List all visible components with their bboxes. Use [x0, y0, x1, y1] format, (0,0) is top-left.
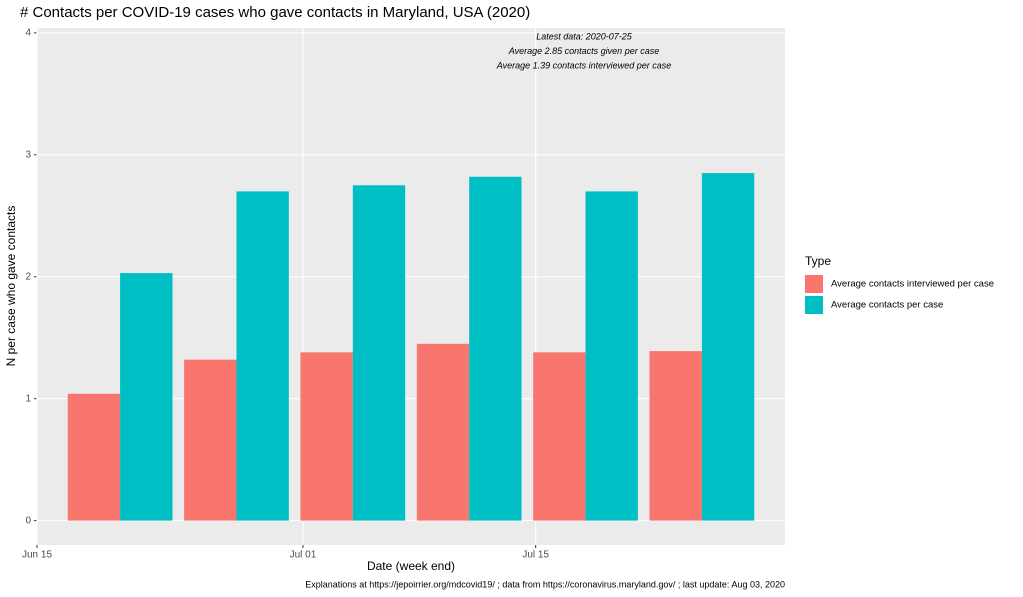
y-tick-label: 1: [25, 393, 31, 404]
y-tick-label: 0: [25, 515, 31, 526]
bar: [184, 359, 237, 521]
y-tick-label: 4: [25, 28, 31, 39]
bar: [120, 273, 173, 521]
bar: [533, 352, 586, 521]
y-axis-label: N per case who gave contacts: [4, 206, 18, 367]
x-tick-label: Jun 15: [22, 550, 52, 561]
y-tick-label: 2: [25, 271, 31, 282]
legend-key: [805, 296, 823, 314]
legend-key: [805, 275, 823, 293]
legend-label: Average contacts interviewed per case: [831, 279, 994, 290]
chart-title: # Contacts per COVID-19 cases who gave c…: [20, 4, 530, 21]
bar: [352, 185, 406, 521]
x-axis-label: Date (week end): [367, 559, 455, 573]
bar: [585, 191, 638, 521]
bar: [701, 173, 755, 521]
x-tick-label: Jul 15: [522, 550, 549, 561]
bar: [300, 352, 353, 521]
bar: [649, 351, 702, 521]
bar: [469, 176, 522, 521]
bar: [67, 393, 121, 521]
legend-label: Average contacts per case: [831, 300, 943, 311]
bar: [416, 343, 470, 521]
x-tick-label: Jul 01: [290, 550, 317, 561]
bar: [236, 191, 289, 521]
annotation: Latest data: 2020-07-25: [536, 31, 633, 41]
annotation: Average 1.39 contacts interviewed per ca…: [496, 60, 671, 70]
legend-title: Type: [805, 254, 831, 268]
caption: Explanations at https://jepoirrier.org/m…: [305, 579, 785, 589]
annotation: Average 2.85 contacts given per case: [508, 46, 659, 56]
y-tick-label: 3: [25, 149, 31, 160]
